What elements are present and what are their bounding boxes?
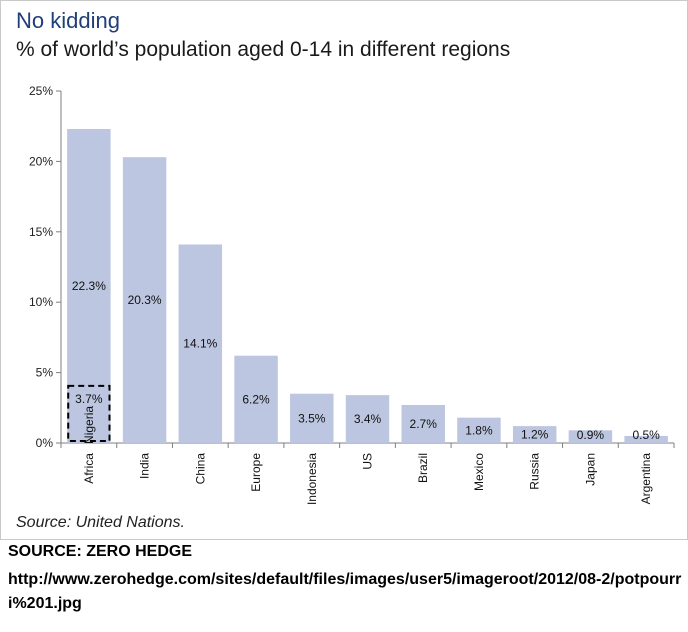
y-tick-label: 5% (36, 366, 54, 380)
credit-line: SOURCE: ZERO HEDGE (8, 543, 193, 560)
data-label: 0.5% (632, 428, 660, 442)
bar-africa (67, 129, 111, 444)
source-url[interactable]: http://www.zerohedge.com/sites/default/f… (8, 571, 682, 612)
data-label: 6.2% (242, 392, 270, 406)
data-label: 14.1% (183, 337, 217, 351)
x-tick-label: Africa (82, 453, 96, 484)
y-tick-label: 10% (29, 295, 53, 309)
x-tick-label: Japan (583, 453, 597, 486)
data-label: 22.3% (72, 279, 106, 293)
x-tick-label: India (138, 453, 152, 479)
data-label: 0.9% (577, 428, 605, 442)
chart-subtitle: % of world’s population aged 0-14 in dif… (16, 38, 511, 61)
bar-russia (512, 426, 557, 443)
bar-japan (568, 430, 613, 443)
y-tick-label: 20% (29, 154, 53, 168)
data-label: 2.7% (410, 417, 438, 431)
bar-indonesia (290, 393, 334, 443)
chart-title: No kidding (16, 8, 120, 33)
data-label: 20.3% (128, 293, 162, 307)
x-tick-label: Argentina (639, 453, 653, 505)
data-label: 3.4% (354, 412, 382, 426)
x-tick-label: Brazil (416, 453, 430, 483)
x-tick-label: US (361, 453, 375, 470)
data-label: 1.8% (465, 423, 493, 437)
nigeria-box (67, 384, 111, 442)
source-note: Source: United Nations. (16, 514, 185, 531)
data-label: 3.5% (298, 411, 326, 425)
x-tick-label: Mexico (472, 453, 486, 491)
nigeria-label: Nigeria (82, 406, 96, 444)
bar-china (178, 244, 223, 443)
bar-us (345, 395, 390, 443)
bar-europe (234, 355, 278, 443)
bar-chart: 0% 5% 10% 15% 20% 25% 22.3% Africa 20.3% India 14.… (29, 84, 675, 505)
bar-brazil (401, 404, 445, 443)
x-tick-label: Indonesia (305, 453, 319, 505)
bar-india (122, 157, 167, 443)
bar-argentina (624, 435, 668, 443)
y-tick-label: 25% (29, 84, 53, 98)
y-tick-label: 0% (36, 436, 54, 450)
data-label: 1.2% (521, 428, 549, 442)
bar-mexico (457, 417, 501, 443)
nigeria-value-label: 3.7% (75, 392, 103, 406)
x-tick-label: Russia (528, 453, 542, 490)
y-tick-label: 15% (29, 225, 53, 239)
x-tick-label: Europe (249, 453, 263, 492)
chart-frame (0, 0, 688, 540)
x-tick-label: China (193, 453, 207, 485)
